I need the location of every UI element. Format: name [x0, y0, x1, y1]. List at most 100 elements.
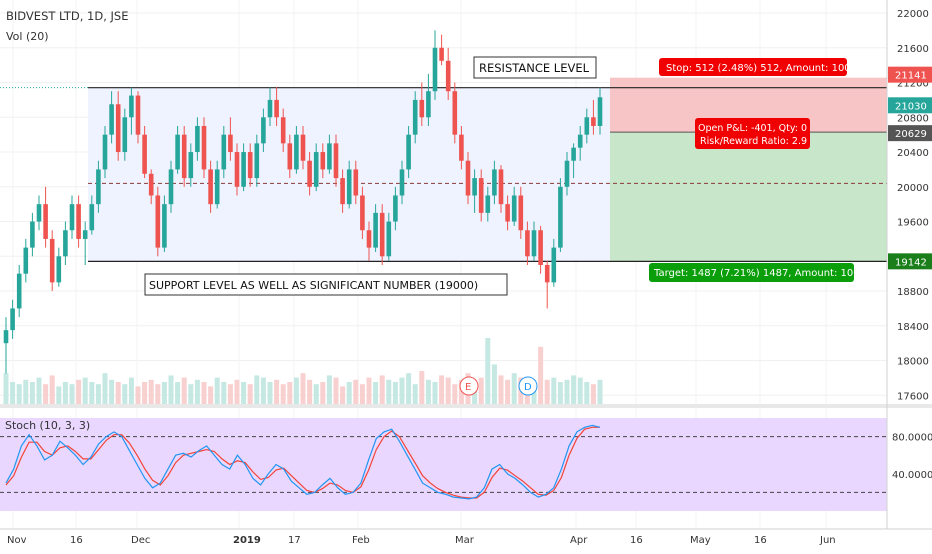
volume-bar — [452, 384, 458, 404]
symbol-title: BIDVEST LTD, 1D, JSE — [6, 9, 129, 23]
volume-bar — [386, 379, 392, 404]
price-tick-label: 20000 — [897, 183, 929, 194]
volume-bar — [564, 379, 570, 404]
candle-body — [426, 91, 431, 118]
volume-bar — [320, 382, 326, 404]
price-tick-label: 18400 — [897, 322, 929, 333]
candle-body — [300, 134, 306, 161]
candle-body — [82, 230, 88, 239]
candle-body — [353, 169, 359, 196]
candle-body — [122, 117, 128, 153]
candle-body — [492, 169, 497, 196]
price-axis[interactable]: 2200021600212002080020400200001960019200… — [888, 9, 932, 402]
time-tick-label: Apr — [570, 535, 588, 546]
candle-body — [148, 173, 154, 196]
target-label: Target: 1487 (7.21%) 1487, Amount: 1000 — [653, 268, 866, 279]
risk-reward-label: Risk/Reward Ratio: 2.9 — [700, 136, 807, 147]
volume-bar — [135, 386, 141, 404]
candle-body — [419, 99, 425, 118]
time-axis[interactable]: Nov 16 Dec 2019 17 Feb Mar Apr 16 May 16 Jun — [7, 535, 836, 546]
candle-body — [10, 308, 15, 331]
time-tick-label: Dec — [131, 535, 150, 546]
price-tick-label: 21200 — [897, 79, 929, 90]
volume-bar — [155, 384, 161, 404]
candle-body — [373, 212, 378, 248]
price-tick-label: 19600 — [897, 218, 929, 229]
stoch-background — [0, 418, 887, 511]
candle-body — [320, 152, 326, 170]
volume-bar — [56, 386, 62, 404]
volume-bar — [346, 382, 352, 404]
earnings-marker-circle — [459, 376, 479, 396]
volume-bar — [399, 377, 405, 404]
volume-bar — [280, 384, 286, 404]
candle-body — [30, 221, 35, 248]
volume-bar — [161, 382, 167, 404]
time-tick-label: 2019 — [233, 535, 261, 546]
volume-bar — [478, 377, 484, 404]
volume-bar — [267, 382, 273, 404]
volume-bar — [551, 377, 557, 404]
volume-bar — [485, 338, 491, 404]
volume-bar — [274, 379, 280, 404]
candle-body — [452, 91, 458, 135]
volume-bar — [175, 382, 181, 404]
candle-body — [162, 204, 167, 248]
volume-bar — [531, 384, 537, 404]
volume-bars — [3, 338, 603, 404]
candle-body — [459, 134, 464, 161]
candle-body — [485, 195, 491, 213]
candle-body — [36, 204, 42, 222]
volume-bar — [128, 377, 134, 404]
stop-label-box — [659, 58, 847, 76]
price-badge-label: 21141 — [895, 71, 927, 82]
candle-body — [267, 99, 273, 118]
volume-bar — [168, 375, 174, 404]
candle-body — [439, 47, 444, 61]
volume-bar — [571, 375, 577, 404]
volume-bar — [241, 382, 247, 404]
price-tick-label: 17600 — [897, 391, 929, 402]
candle-body — [432, 47, 438, 92]
candle-body — [135, 95, 141, 135]
resistance-label: RESISTANCE LEVEL — [479, 61, 590, 75]
time-tick-label: 16 — [70, 535, 83, 546]
candle-body — [591, 117, 596, 126]
candle-body — [43, 204, 48, 239]
volume-bar — [307, 379, 313, 404]
volume-bar — [300, 373, 306, 404]
candle-body — [551, 247, 557, 283]
candle-body — [366, 230, 372, 248]
candle-body — [247, 152, 253, 179]
volume-bar — [194, 379, 200, 404]
candle-body — [294, 134, 299, 170]
price-tick-label: 20800 — [897, 113, 929, 124]
support-label-box — [144, 273, 508, 296]
position-zones — [88, 77, 887, 262]
volume-bar — [538, 346, 544, 404]
time-tick-label: 17 — [288, 535, 301, 546]
stoch-pane-separator — [0, 404, 932, 408]
candle-body — [465, 160, 471, 196]
candlestick-series — [3, 30, 603, 374]
volume-bar — [412, 384, 418, 404]
time-tick-label: May — [690, 535, 711, 546]
volume-bar — [247, 384, 253, 404]
candle-body — [76, 204, 81, 239]
volume-bar — [293, 377, 299, 404]
volume-bar — [392, 382, 398, 404]
volume-bar — [366, 377, 372, 404]
volume-bar — [419, 371, 425, 404]
candle-body — [115, 104, 121, 153]
candle-body — [360, 195, 365, 231]
volume-bar — [122, 384, 128, 404]
price-tick-label: 18800 — [897, 287, 929, 298]
volume-bar — [359, 384, 365, 404]
price-badge — [888, 253, 932, 270]
volume-bar — [201, 382, 207, 404]
volume-bar — [425, 379, 431, 404]
volume-bar — [234, 379, 240, 404]
candle-body — [584, 117, 590, 135]
candle-body — [208, 169, 213, 205]
